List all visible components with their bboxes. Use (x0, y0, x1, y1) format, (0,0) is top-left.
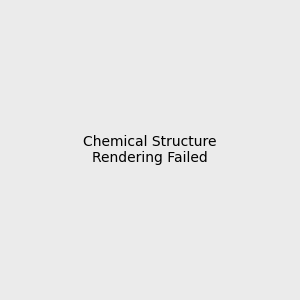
Text: Chemical Structure
Rendering Failed: Chemical Structure Rendering Failed (83, 135, 217, 165)
